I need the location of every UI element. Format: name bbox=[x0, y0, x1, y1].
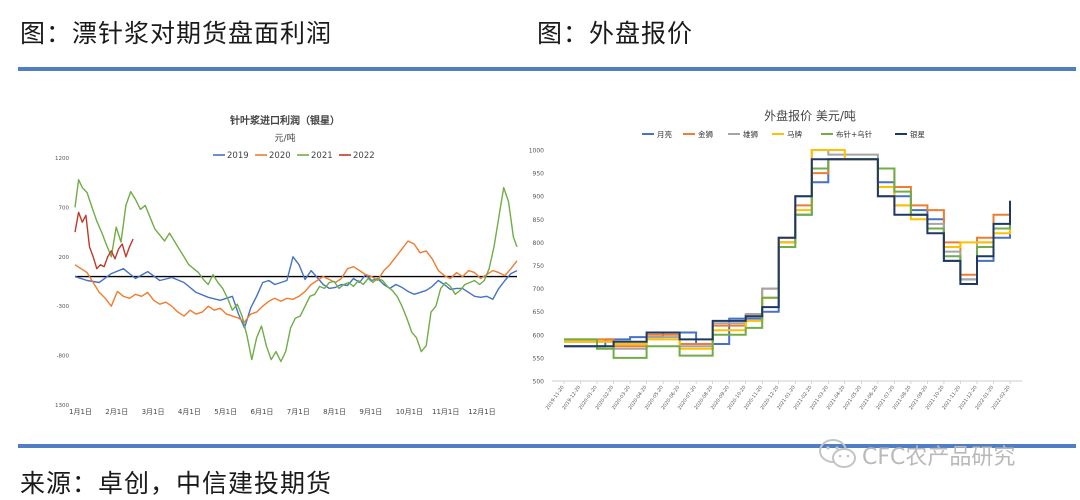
y-tick-label: 800 bbox=[533, 240, 545, 247]
x-tick-label: 11月1日 bbox=[432, 408, 459, 416]
x-tick-label: 8月1日 bbox=[323, 408, 346, 416]
wechat-icon bbox=[819, 439, 856, 468]
legend-label-银星: 银星 bbox=[910, 130, 925, 139]
series-line-2021 bbox=[74, 179, 518, 363]
series-line-2022 bbox=[74, 211, 134, 270]
pulp-import-profit-chart: 针叶浆进口利润（银星） 元/吨 2019 2020 2021 2022 1200 700… bbox=[55, 114, 518, 416]
series-line-2020 bbox=[74, 240, 518, 323]
legend-label-2020: 2020 bbox=[269, 151, 291, 161]
x-tick-label: 10月1日 bbox=[396, 408, 423, 416]
left-figure-title: 图：漂针浆对期货盘面利润 bbox=[20, 19, 333, 48]
legend-label-2019: 2019 bbox=[227, 151, 249, 161]
legend-label-布针+乌针: 布针+乌针 bbox=[836, 129, 873, 139]
y-tick-label: -800 bbox=[57, 354, 70, 360]
legend-label-金狮: 金狮 bbox=[698, 129, 713, 139]
y-tick-label: 200 bbox=[59, 255, 70, 261]
legend-label-2021: 2021 bbox=[311, 151, 333, 161]
x-tick-label: 5月1日 bbox=[214, 408, 237, 416]
top-divider bbox=[18, 67, 1076, 71]
foreign-quote-chart: 外盘报价 美元/吨 月亮 金狮 雄狮 马牌 布针+乌针 银星 500 550 600 650 70… bbox=[529, 108, 1022, 411]
source-note: 来源：卓创，中信建投期货 bbox=[20, 469, 333, 498]
y-tick-label: 650 bbox=[533, 309, 545, 316]
chart-plot-area bbox=[564, 149, 1011, 359]
legend-label-月亮: 月亮 bbox=[657, 129, 672, 139]
watermark: CFC农产品研究 bbox=[818, 437, 1068, 471]
legend-label-马牌: 马牌 bbox=[787, 129, 802, 139]
x-tick-label: 1月1日 bbox=[69, 408, 92, 416]
x-tick-label: 12月1日 bbox=[468, 408, 495, 416]
series-line-马牌 bbox=[564, 149, 1011, 350]
watermark-text: CFC农产品研究 bbox=[862, 445, 1016, 470]
x-tick-label: 3月1日 bbox=[142, 408, 165, 416]
y-tick-label: 600 bbox=[533, 332, 545, 339]
y-tick-label: -1300 bbox=[55, 403, 69, 409]
y-tick-label: 1200 bbox=[55, 156, 69, 162]
legend-label-雄狮: 雄狮 bbox=[743, 129, 758, 139]
x-tick-label: 4月1日 bbox=[178, 408, 201, 416]
x-tick-label: 7月1日 bbox=[287, 408, 310, 416]
x-tick-label: 2月1日 bbox=[105, 408, 128, 416]
y-tick-label: 850 bbox=[533, 217, 545, 224]
right-figure-title: 图：外盘报价 bbox=[537, 19, 694, 48]
chart-legend: 月亮 金狮 雄狮 马牌 布针+乌针 银星 bbox=[642, 129, 925, 139]
chart-legend: 2019 2020 2021 2022 bbox=[213, 151, 375, 161]
series-line-银星 bbox=[564, 158, 1011, 348]
y-tick-label: 900 bbox=[533, 194, 545, 201]
legend-label-2022: 2022 bbox=[353, 151, 375, 161]
chart-title: 针叶浆进口利润（银星） bbox=[230, 114, 340, 127]
y-tick-label: 550 bbox=[533, 355, 545, 362]
y-tick-label: 700 bbox=[59, 205, 70, 211]
chart-axis: 50055060065070075080085090095010002019-1… bbox=[529, 148, 1022, 411]
x-tick-label: 9月1日 bbox=[359, 408, 382, 416]
series-line-2019 bbox=[74, 256, 518, 329]
chart-title: 外盘报价 美元/吨 bbox=[764, 108, 856, 123]
y-tick-label: 950 bbox=[533, 171, 545, 178]
bottom-divider bbox=[18, 444, 1076, 448]
chart-plot-area bbox=[74, 179, 518, 363]
y-tick-label: -300 bbox=[57, 304, 70, 310]
chart-subtitle: 元/吨 bbox=[274, 132, 295, 144]
y-tick-label: 500 bbox=[533, 379, 545, 386]
x-tick-label: 6月1日 bbox=[251, 408, 274, 416]
y-tick-label: 700 bbox=[533, 286, 545, 293]
y-tick-label: 750 bbox=[533, 263, 545, 270]
y-tick-label: 1000 bbox=[529, 148, 544, 155]
